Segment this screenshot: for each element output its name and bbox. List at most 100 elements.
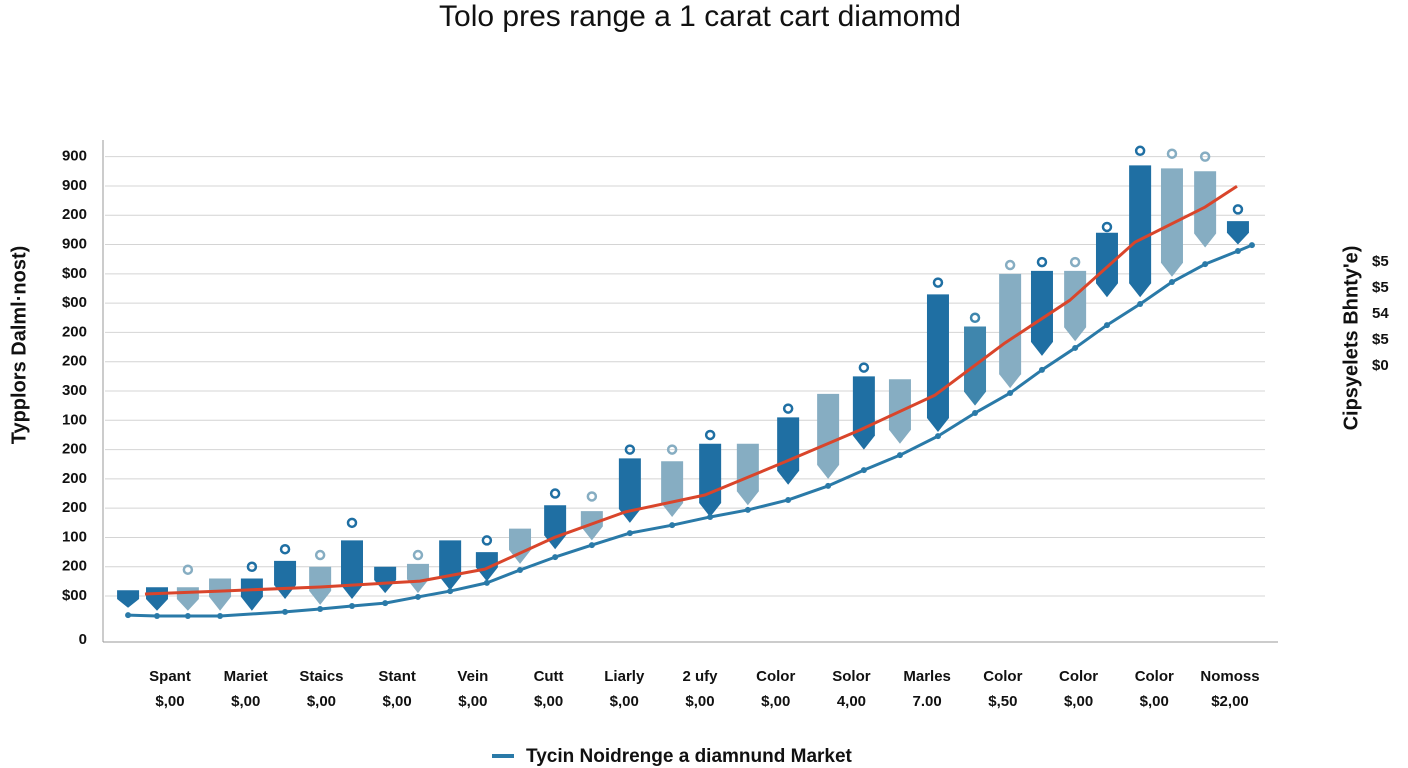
outlier [346, 517, 358, 529]
point [483, 579, 490, 586]
outlier [182, 564, 194, 575]
outlier [1232, 204, 1244, 215]
outlier [481, 535, 493, 546]
outlier [246, 561, 258, 573]
x-tick-label: Liarly [604, 668, 645, 685]
outlier [549, 488, 561, 499]
box [999, 273, 1022, 389]
box [580, 511, 603, 541]
point [896, 452, 903, 459]
y2-axis-title: Cipsyelets Bhnty'e) [1340, 246, 1362, 431]
x-tick-sublabel: $,00 [685, 693, 714, 710]
x-tick-label: Color [1059, 668, 1098, 685]
point [1248, 242, 1255, 249]
box [618, 458, 641, 523]
x-tick-label: Nomoss [1200, 668, 1259, 685]
outlier [586, 491, 598, 502]
box [1226, 221, 1249, 245]
box [699, 443, 722, 517]
y-tick-label: 100 [62, 528, 87, 545]
outlier [704, 429, 716, 441]
y-tick-label: 900 [62, 148, 87, 165]
x-tick-label: 2 ufy [682, 668, 718, 685]
box [777, 417, 800, 485]
y-tick-label: 200 [62, 353, 87, 370]
y-tick-label: $00 [62, 265, 87, 282]
box [341, 540, 363, 599]
point [282, 608, 289, 615]
box [852, 376, 875, 450]
x-tick-sublabel: $,00 [610, 693, 639, 710]
y-tick-label: 300 [62, 382, 87, 399]
outlier [858, 362, 870, 373]
outlier [782, 403, 794, 414]
box [509, 528, 532, 564]
point [626, 530, 633, 537]
outlier [412, 549, 424, 561]
x-tick-sublabel: $,50 [988, 693, 1017, 710]
outlier [1004, 259, 1016, 271]
point [707, 513, 714, 520]
box [1129, 165, 1152, 298]
x-tick-label: Color [983, 668, 1022, 685]
point [785, 496, 792, 503]
point [588, 542, 595, 549]
point [1072, 344, 1079, 351]
x-tick-sublabel: $,00 [534, 693, 563, 710]
x-tick-sublabel: $,00 [307, 693, 336, 710]
box [406, 563, 429, 594]
point [744, 506, 751, 513]
point [860, 467, 867, 474]
outlier [1134, 145, 1146, 157]
outlier [279, 543, 291, 555]
box [240, 578, 263, 611]
box [146, 587, 168, 611]
y2-tick-label: $5 [1372, 279, 1389, 296]
outlier [1166, 148, 1178, 159]
x-tick-label: Mariet [224, 668, 268, 685]
point [1038, 366, 1045, 373]
x-tick-sublabel: 7.00 [913, 693, 942, 710]
outlier [624, 444, 636, 455]
x-tick-label: Vein [457, 668, 488, 685]
box [736, 443, 759, 506]
point [217, 612, 224, 619]
y-tick-label: $00 [62, 587, 87, 604]
x-tick-sublabel: $,00 [1064, 693, 1093, 710]
y-tick-label: 100 [62, 411, 87, 428]
x-tick-label: Color [756, 668, 795, 685]
y-tick-label: 200 [62, 558, 87, 575]
x-tick-sublabel: $,00 [231, 693, 260, 710]
point [517, 566, 524, 573]
box [817, 393, 840, 479]
box [439, 540, 462, 591]
box [117, 590, 140, 608]
box [209, 578, 232, 611]
point [972, 409, 979, 416]
box [1064, 270, 1087, 342]
x-tick-label: Spant [149, 668, 191, 685]
x-tick-sublabel: $,00 [761, 693, 790, 710]
point [447, 588, 454, 595]
outlier [666, 444, 678, 455]
point [1168, 279, 1175, 286]
y-tick-label: 200 [62, 499, 87, 516]
x-tick-label: Stant [378, 668, 416, 685]
y2-tick-label: $0 [1372, 357, 1389, 374]
y2-tick-label: 54 [1372, 305, 1389, 322]
x-tick-sublabel: $,00 [1140, 693, 1169, 710]
x-tick-label: Solor [832, 668, 870, 685]
y-tick-label: 900 [62, 235, 87, 252]
point [669, 522, 676, 529]
point [154, 612, 160, 619]
point [349, 603, 355, 610]
outlier [932, 277, 944, 288]
point [1202, 261, 1209, 268]
y-tick-label: 200 [62, 470, 87, 487]
chart-title: Tolo pres range a 1 carat cart diamomd [439, 0, 961, 33]
point [184, 612, 191, 619]
box [274, 560, 297, 599]
y-tick-label: $00 [62, 294, 87, 311]
x-tick-label: Color [1135, 668, 1174, 685]
point [1103, 322, 1110, 329]
